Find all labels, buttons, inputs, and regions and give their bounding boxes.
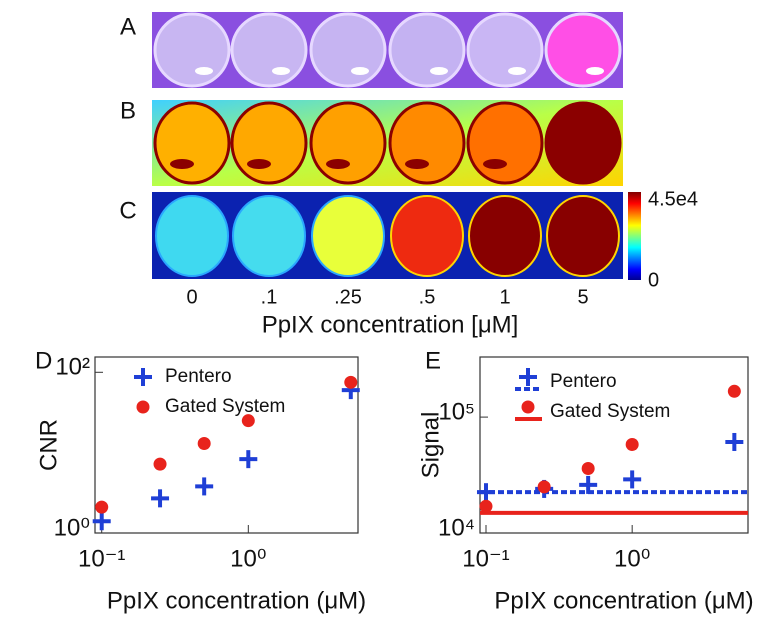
marker	[95, 501, 108, 514]
x-tick-label: 10⁻¹	[78, 545, 125, 572]
reflection	[272, 67, 290, 75]
well	[155, 103, 229, 183]
well	[390, 103, 464, 183]
y-axis-label: CNR	[35, 419, 62, 471]
artifact	[170, 159, 194, 169]
x-tick-label: 10⁰	[230, 545, 266, 572]
y-tick-label: 10²	[55, 354, 90, 381]
column-label: 0	[186, 286, 197, 308]
well	[232, 14, 306, 86]
reflection	[351, 67, 369, 75]
column-label: .5	[419, 286, 436, 308]
well	[468, 14, 542, 86]
row-label: B	[120, 97, 136, 124]
well	[546, 14, 620, 86]
well	[233, 196, 305, 276]
reflection	[586, 67, 604, 75]
figure: 4.5e4 0 PpIX concentration [μM] 0 .1 .25 .5…	[0, 0, 783, 622]
well	[390, 14, 464, 86]
column-label: .25	[334, 286, 362, 308]
artifact	[483, 159, 507, 169]
marker	[137, 401, 150, 414]
marker	[538, 480, 551, 493]
y-tick-label: 10⁵	[438, 398, 475, 425]
marker	[522, 401, 535, 414]
marker	[195, 477, 213, 495]
legend-label: Gated System	[165, 396, 285, 417]
well	[469, 196, 541, 276]
well	[468, 103, 542, 183]
well	[155, 14, 229, 86]
row-label: A	[120, 13, 136, 40]
marker	[151, 489, 169, 507]
column-label: .1	[261, 286, 278, 308]
well	[547, 196, 619, 276]
reflection	[430, 67, 448, 75]
marker	[626, 438, 639, 451]
y-tick-label: 10⁴	[438, 514, 475, 541]
colorbar-min: 0	[648, 269, 659, 291]
column-label: 1	[499, 286, 510, 308]
well	[311, 103, 385, 183]
marker	[154, 458, 167, 471]
artifact	[247, 159, 271, 169]
x-tick-label: 10⁰	[614, 545, 650, 572]
legend-label: Pentero	[550, 371, 617, 392]
reflection	[508, 67, 526, 75]
marker	[725, 433, 743, 451]
image-panels	[152, 12, 641, 280]
marker	[623, 470, 641, 488]
well	[311, 14, 385, 86]
marker	[519, 368, 537, 386]
artifact	[405, 159, 429, 169]
y-tick-label: 10⁰	[54, 514, 90, 541]
well	[232, 103, 306, 183]
reflection	[195, 67, 213, 75]
legend-label: Pentero	[165, 366, 232, 387]
marker	[198, 437, 211, 450]
well	[546, 103, 620, 183]
marker	[728, 385, 741, 398]
panel-label: E	[425, 347, 441, 374]
marker	[344, 376, 357, 389]
panel-label: D	[35, 347, 52, 374]
x-axis-label: PpIX concentration (μM)	[107, 587, 366, 614]
marker	[239, 450, 257, 468]
panels-x-label: PpIX concentration [μM]	[262, 311, 519, 338]
x-axis-label: PpIX concentration (μM)	[494, 587, 753, 614]
marker	[582, 462, 595, 475]
well	[312, 196, 384, 276]
marker	[134, 368, 152, 386]
x-tick-label: 10⁻¹	[462, 545, 509, 572]
artifact	[326, 159, 350, 169]
colorbar-max: 4.5e4	[648, 188, 698, 210]
well	[156, 196, 228, 276]
row-label: C	[119, 197, 136, 224]
colorbar	[628, 192, 641, 280]
column-label: 5	[577, 286, 588, 308]
marker	[479, 500, 492, 513]
well	[391, 196, 463, 276]
legend-label: Gated System	[550, 401, 670, 422]
